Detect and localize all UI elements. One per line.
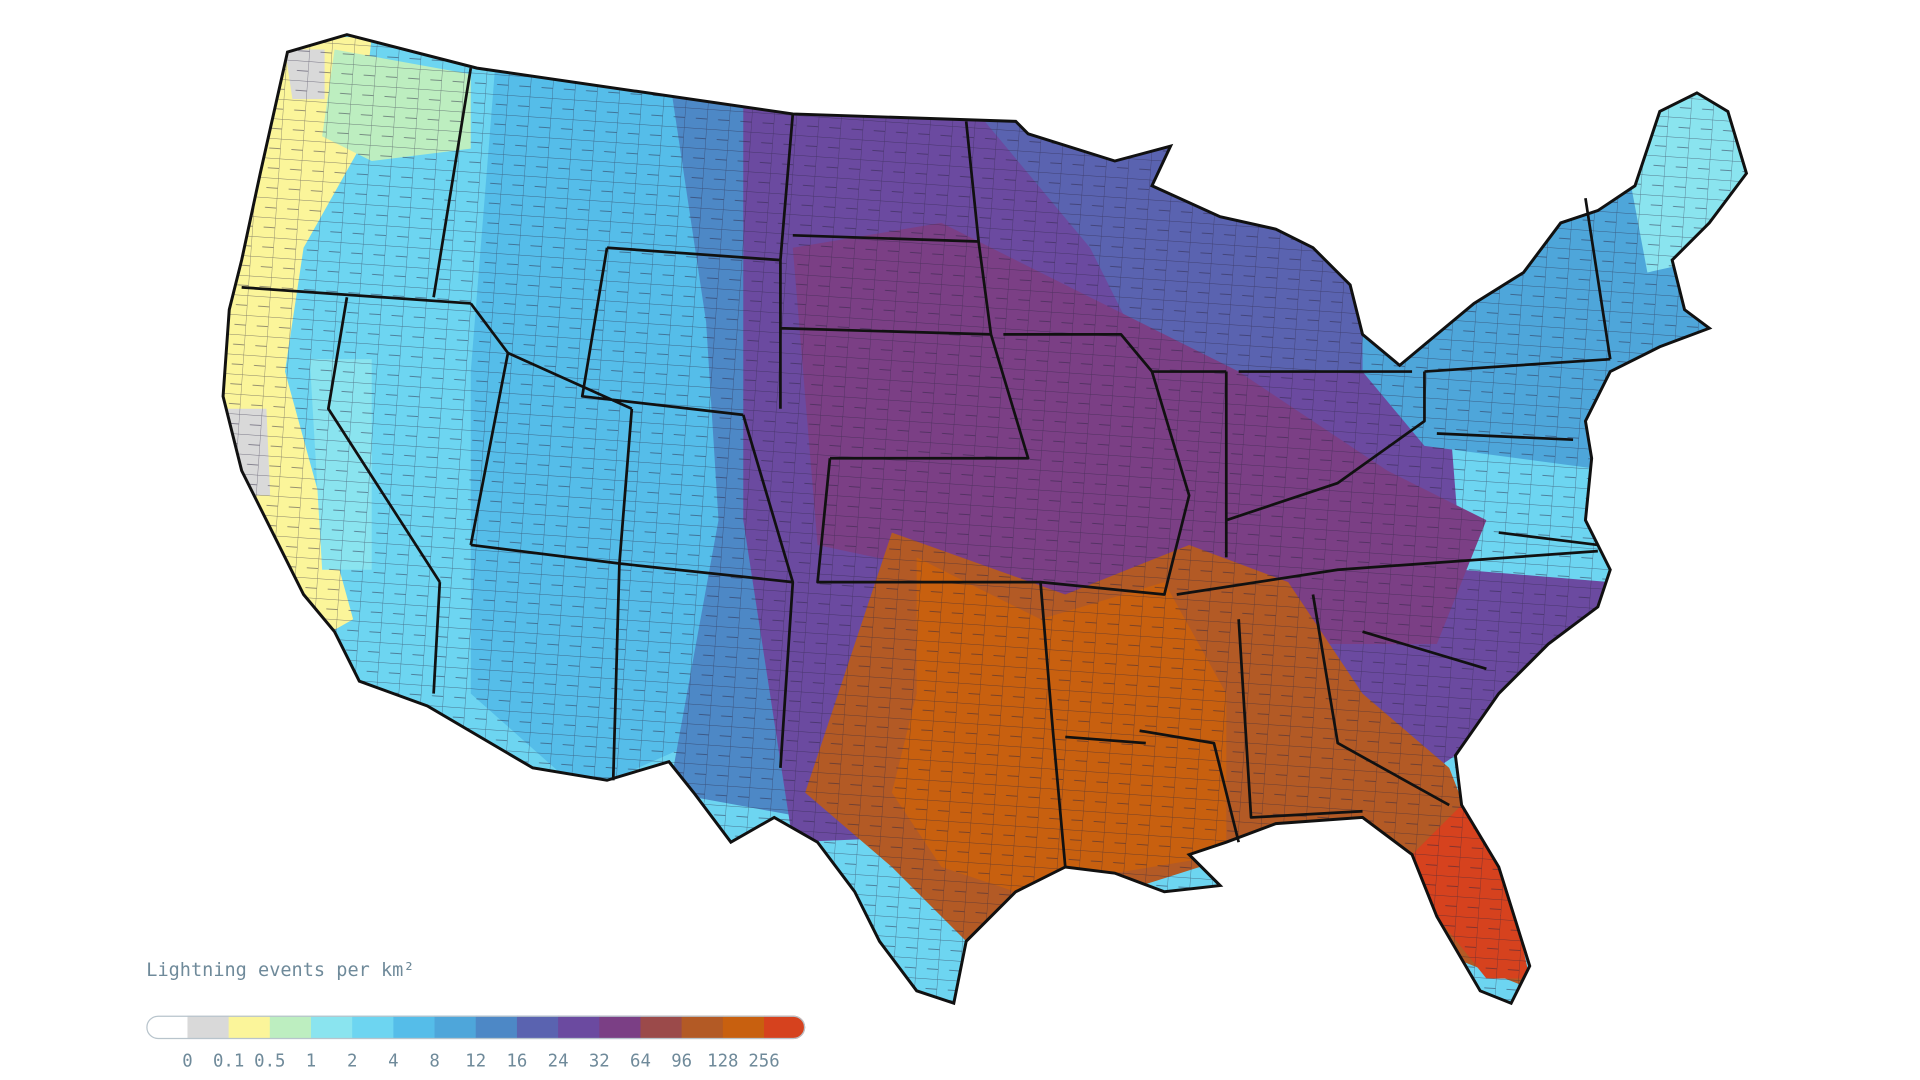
- legend-swatch: [434, 1015, 477, 1040]
- legend-swatch: [475, 1015, 518, 1040]
- legend-label: 256: [748, 1051, 779, 1071]
- legend-label: 8: [429, 1051, 439, 1071]
- legend-swatch: [722, 1015, 765, 1040]
- legend-label: 32: [589, 1051, 610, 1071]
- legend-swatch: [681, 1015, 724, 1040]
- legend-label: 0.5: [254, 1051, 285, 1071]
- legend-label: 96: [671, 1051, 692, 1071]
- legend-outline: [146, 1015, 806, 1040]
- legend-label: 4: [388, 1051, 398, 1071]
- legend-swatch: [352, 1015, 394, 1040]
- legend-swatch: [269, 1015, 312, 1040]
- legend-title: Lightning events per km²: [146, 960, 414, 981]
- legend-swatch: [228, 1015, 271, 1040]
- legend-swatch: [516, 1015, 559, 1040]
- legend-label: 12: [465, 1051, 486, 1071]
- legend-bar: [146, 1015, 806, 1040]
- state-borders: [241, 67, 1612, 868]
- legend-swatch: [187, 1015, 230, 1040]
- legend-label: 64: [630, 1051, 651, 1071]
- legend-swatch: [764, 1015, 806, 1040]
- legend-label: 0: [182, 1051, 192, 1071]
- legend-label: 16: [506, 1051, 527, 1071]
- legend-label: 1: [306, 1051, 316, 1071]
- legend-swatch: [640, 1015, 683, 1040]
- legend-label: 24: [548, 1051, 569, 1071]
- legend-label: 2: [347, 1051, 357, 1071]
- legend-label: 0.1: [213, 1051, 244, 1071]
- legend-swatch: [146, 1015, 189, 1040]
- legend-label: 128: [707, 1051, 738, 1071]
- legend-swatch: [599, 1015, 642, 1040]
- legend-swatch: [393, 1015, 436, 1040]
- legend-labels: 0 0.1 0.5 1 2 4 8 12 16 24 32 64 96 128 256: [182, 1051, 779, 1071]
- legend-swatch: [311, 1015, 353, 1040]
- legend-swatch: [558, 1015, 600, 1040]
